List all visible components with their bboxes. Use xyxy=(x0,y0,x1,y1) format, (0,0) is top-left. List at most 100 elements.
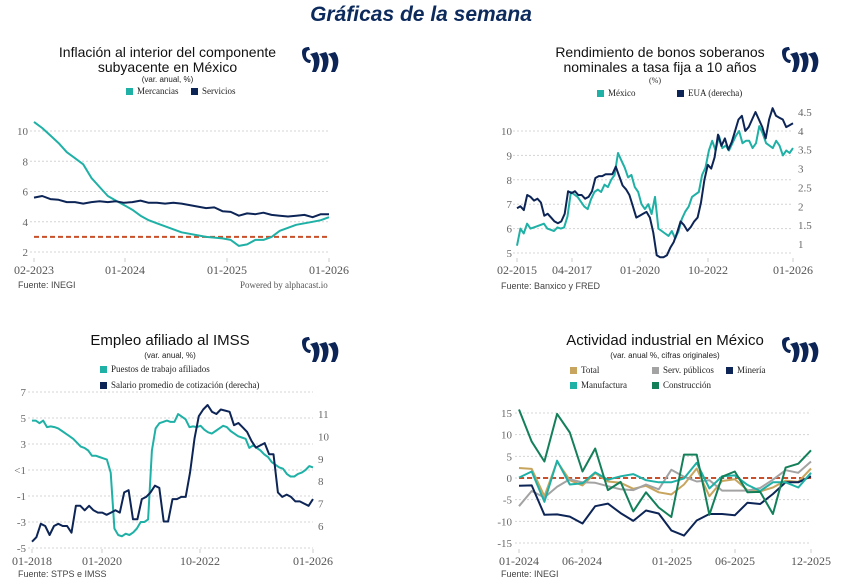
brand-logo-icon xyxy=(782,337,819,362)
x-tick-label: 01-2024 xyxy=(105,263,145,277)
series-line-m-xico xyxy=(516,125,794,246)
y-tick-label: 10 xyxy=(501,430,513,442)
y-tick-label: 0 xyxy=(507,473,513,485)
series-line-servicios xyxy=(33,195,329,219)
y2-tick-label: 6 xyxy=(318,521,324,533)
y-tick-label: -10 xyxy=(497,516,512,528)
y2-tick-label: 4.5 xyxy=(798,107,812,119)
series-line-mercancias xyxy=(33,121,330,247)
y-tick-label: 4 xyxy=(23,217,29,229)
x-tick-label: 10-2022 xyxy=(688,263,728,277)
brand-logo-icon xyxy=(302,47,339,72)
y-tick-label: -3 xyxy=(17,517,27,529)
x-tick-label: 04-2017 xyxy=(552,263,592,277)
y-tick-label: 8 xyxy=(23,156,29,168)
x-tick-label: 02-2023 xyxy=(14,263,54,277)
legend-label: Construcción xyxy=(663,380,711,390)
x-tick-label: 01-2025 xyxy=(207,263,247,277)
series-line-eua-derecha- xyxy=(516,107,794,259)
chart-source: Fuente: Banxico y FRED xyxy=(501,281,601,291)
chart-title: Empleo afiliado al IMSS xyxy=(90,332,250,349)
y-tick-label: 6 xyxy=(23,187,29,199)
y-tick-label: 7 xyxy=(21,387,27,399)
y2-tick-label: 8 xyxy=(318,476,324,488)
x-tick-label: 06-2025 xyxy=(715,554,755,568)
legend-swatch xyxy=(100,381,107,389)
y2-tick-label: 2.5 xyxy=(798,182,812,194)
y2-tick-label: 10 xyxy=(318,431,330,443)
y2-tick-label: 9 xyxy=(318,454,324,466)
legend-swatch xyxy=(726,366,733,374)
y-tick-label: 9 xyxy=(507,150,513,162)
x-tick-label: 01-2018 xyxy=(12,554,52,568)
chart-title-line: Inflación al interior del componente xyxy=(58,44,277,60)
x-tick-label: 01-2026 xyxy=(773,263,813,277)
y2-tick-label: 1.5 xyxy=(798,220,812,232)
series-line-puestos-de-trabajo-afiliados xyxy=(32,413,314,538)
chart-title: Inflación al interior del componente sub… xyxy=(40,45,295,75)
legend-label: Minería xyxy=(737,365,766,375)
x-tick-label: 12-2025 xyxy=(791,554,831,568)
y2-tick-label: 3 xyxy=(798,164,804,176)
brand-logo-icon xyxy=(302,337,339,362)
y-tick-label: <1 xyxy=(14,465,26,477)
x-tick-label: 01-2026 xyxy=(293,554,333,568)
chart-subtitle: (var. anual, %) xyxy=(144,351,196,360)
legend-item: Salario promedio de cotización (derecha) xyxy=(100,380,259,390)
y-tick-label: -5 xyxy=(17,543,27,555)
y-tick-label: 2 xyxy=(23,247,29,259)
y2-tick-label: 4 xyxy=(798,126,804,138)
legend-item: Servicios xyxy=(191,86,236,96)
legend-label: Servicios xyxy=(202,86,236,96)
y-tick-label: 15 xyxy=(501,408,513,420)
y-tick-label: -1 xyxy=(17,491,26,503)
x-tick-label: 01-2026 xyxy=(309,263,349,277)
legend-label: Salario promedio de cotización (derecha) xyxy=(111,380,260,390)
series-line-construcci-n xyxy=(518,409,812,518)
y-tick-label: 7 xyxy=(507,199,513,211)
x-tick-label: 01-2020 xyxy=(82,554,122,568)
y-tick-label: 5 xyxy=(507,451,513,463)
legend-label: México xyxy=(608,88,636,98)
x-tick-label: 01-2025 xyxy=(652,554,692,568)
legend-item: Minería xyxy=(726,365,766,375)
chart-subtitle: (%) xyxy=(649,76,661,85)
legend-swatch xyxy=(677,89,684,97)
y-tick-label: -15 xyxy=(497,538,512,550)
legend-swatch xyxy=(570,366,577,374)
legend-swatch xyxy=(126,87,133,95)
y-tick-label: 5 xyxy=(21,413,27,425)
legend-swatch xyxy=(191,87,198,95)
chart-source: Fuente: STPS e IMSS xyxy=(18,569,107,579)
powered-by: Powered by alphacast.io xyxy=(240,280,328,290)
y2-tick-label: 7 xyxy=(318,499,324,511)
legend-swatch xyxy=(570,381,577,389)
x-tick-label: 10-2022 xyxy=(180,554,220,568)
chart-title: Rendimiento de bonos soberanos nominales… xyxy=(545,45,775,75)
legend-label: Total xyxy=(581,365,600,375)
chart-title-line: nominales a tasa fija a 10 años xyxy=(563,59,757,75)
legend-swatch xyxy=(100,365,107,373)
chart-subtitle: (var. anual %, cifras originales) xyxy=(610,351,720,360)
legend-label: Mercancias xyxy=(137,86,179,96)
legend-label: EUA (derecha) xyxy=(688,88,743,98)
y-tick-label: -5 xyxy=(503,495,513,507)
legend-swatch xyxy=(652,381,659,389)
legend-item: EUA (derecha) xyxy=(677,88,742,98)
y-tick-label: 10 xyxy=(501,126,513,138)
legend-item: Total xyxy=(570,365,599,375)
legend-label: Puestos de trabajo afiliados xyxy=(111,364,210,374)
x-tick-label: 01-2020 xyxy=(620,263,660,277)
y2-tick-label: 1 xyxy=(798,239,804,251)
page-title: Gráficas de la semana xyxy=(310,3,532,26)
y2-tick-label: 3.5 xyxy=(798,145,812,157)
legend-swatch xyxy=(652,366,659,374)
chart-source: Fuente: INEGI xyxy=(18,280,76,290)
chart-title-line: subyacente en México xyxy=(97,59,238,75)
y-tick-label: 8 xyxy=(507,175,513,187)
series-line-manufactura xyxy=(518,459,812,503)
legend-item: Construcción xyxy=(652,380,711,390)
legend-label: Manufactura xyxy=(581,380,627,390)
y-tick-label: 3 xyxy=(21,439,27,451)
series-line-salario-promedio-de-cotizaci-n-derecha- xyxy=(31,404,314,543)
